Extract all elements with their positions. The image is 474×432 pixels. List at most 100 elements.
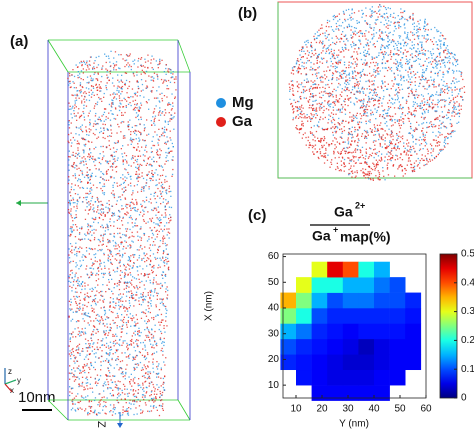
atom [124, 275, 126, 277]
atom [132, 146, 135, 149]
atom [368, 99, 370, 101]
atom [414, 107, 417, 109]
atom [85, 343, 87, 345]
atom [348, 64, 350, 66]
atom [317, 35, 319, 37]
atom [116, 327, 118, 329]
atom [375, 70, 377, 72]
atom [102, 300, 104, 302]
atom [156, 372, 158, 375]
atom [141, 412, 143, 414]
atom [400, 116, 402, 118]
atom [378, 99, 381, 102]
atom [166, 298, 168, 300]
atom [381, 136, 383, 138]
atom [355, 162, 357, 164]
atom [93, 228, 95, 231]
atom [453, 111, 456, 113]
atom [100, 120, 102, 122]
atom [427, 23, 429, 25]
atom [69, 262, 71, 264]
atom [136, 318, 138, 321]
atom [440, 127, 442, 129]
atom [317, 156, 319, 159]
atom [153, 72, 156, 74]
atom [364, 64, 366, 66]
atom [443, 43, 445, 45]
atom [91, 189, 93, 191]
atom [360, 162, 363, 164]
atom [439, 56, 441, 58]
atom [328, 20, 331, 22]
atom [348, 61, 350, 63]
atom [161, 97, 163, 100]
atom [109, 372, 111, 374]
atom [396, 53, 398, 55]
atom [70, 372, 72, 375]
atom [75, 133, 77, 135]
atom [165, 256, 167, 259]
atom [110, 225, 112, 227]
atom [137, 155, 139, 157]
atom [93, 221, 95, 223]
atom [335, 113, 337, 115]
atom [95, 78, 97, 80]
atom [68, 212, 71, 214]
atom [93, 207, 95, 209]
atom [401, 169, 404, 171]
atom [113, 162, 115, 164]
atom [86, 60, 88, 62]
atom [162, 350, 164, 352]
atom [397, 21, 399, 24]
atom [406, 34, 409, 36]
atom [114, 241, 117, 244]
atom [425, 38, 427, 40]
atom [140, 304, 143, 306]
atom [425, 77, 427, 79]
atom [124, 213, 126, 215]
atom [167, 268, 170, 271]
atom [75, 266, 77, 268]
atom [92, 268, 95, 270]
atom [116, 364, 118, 366]
atom [330, 93, 333, 95]
atom [316, 55, 319, 57]
atom [102, 157, 104, 159]
atom [162, 111, 164, 113]
atom [366, 64, 368, 66]
atom [132, 190, 134, 192]
atom [165, 245, 167, 247]
atom [149, 290, 151, 292]
atom [385, 19, 387, 21]
atom [123, 121, 125, 123]
atom [146, 102, 148, 104]
atom [117, 316, 119, 319]
atom [120, 300, 122, 302]
atom [100, 249, 102, 252]
atom [134, 155, 136, 158]
atom [321, 127, 323, 130]
atom [448, 112, 450, 114]
atom [140, 239, 142, 241]
atom [433, 59, 435, 61]
atom [79, 246, 81, 248]
atom [426, 148, 429, 150]
atom [77, 367, 79, 370]
atom [393, 53, 395, 55]
atom [326, 60, 328, 62]
atom [442, 35, 444, 37]
atom [102, 239, 104, 241]
atom [151, 165, 153, 167]
atom [97, 222, 99, 224]
atom [82, 348, 84, 350]
atom [311, 144, 313, 147]
atom [97, 313, 99, 316]
atom [312, 87, 314, 89]
atom [322, 76, 324, 79]
atom [138, 57, 140, 60]
atom [300, 58, 302, 61]
atom [414, 115, 416, 118]
atom [364, 162, 366, 164]
atom [144, 61, 147, 63]
atom [122, 318, 125, 321]
